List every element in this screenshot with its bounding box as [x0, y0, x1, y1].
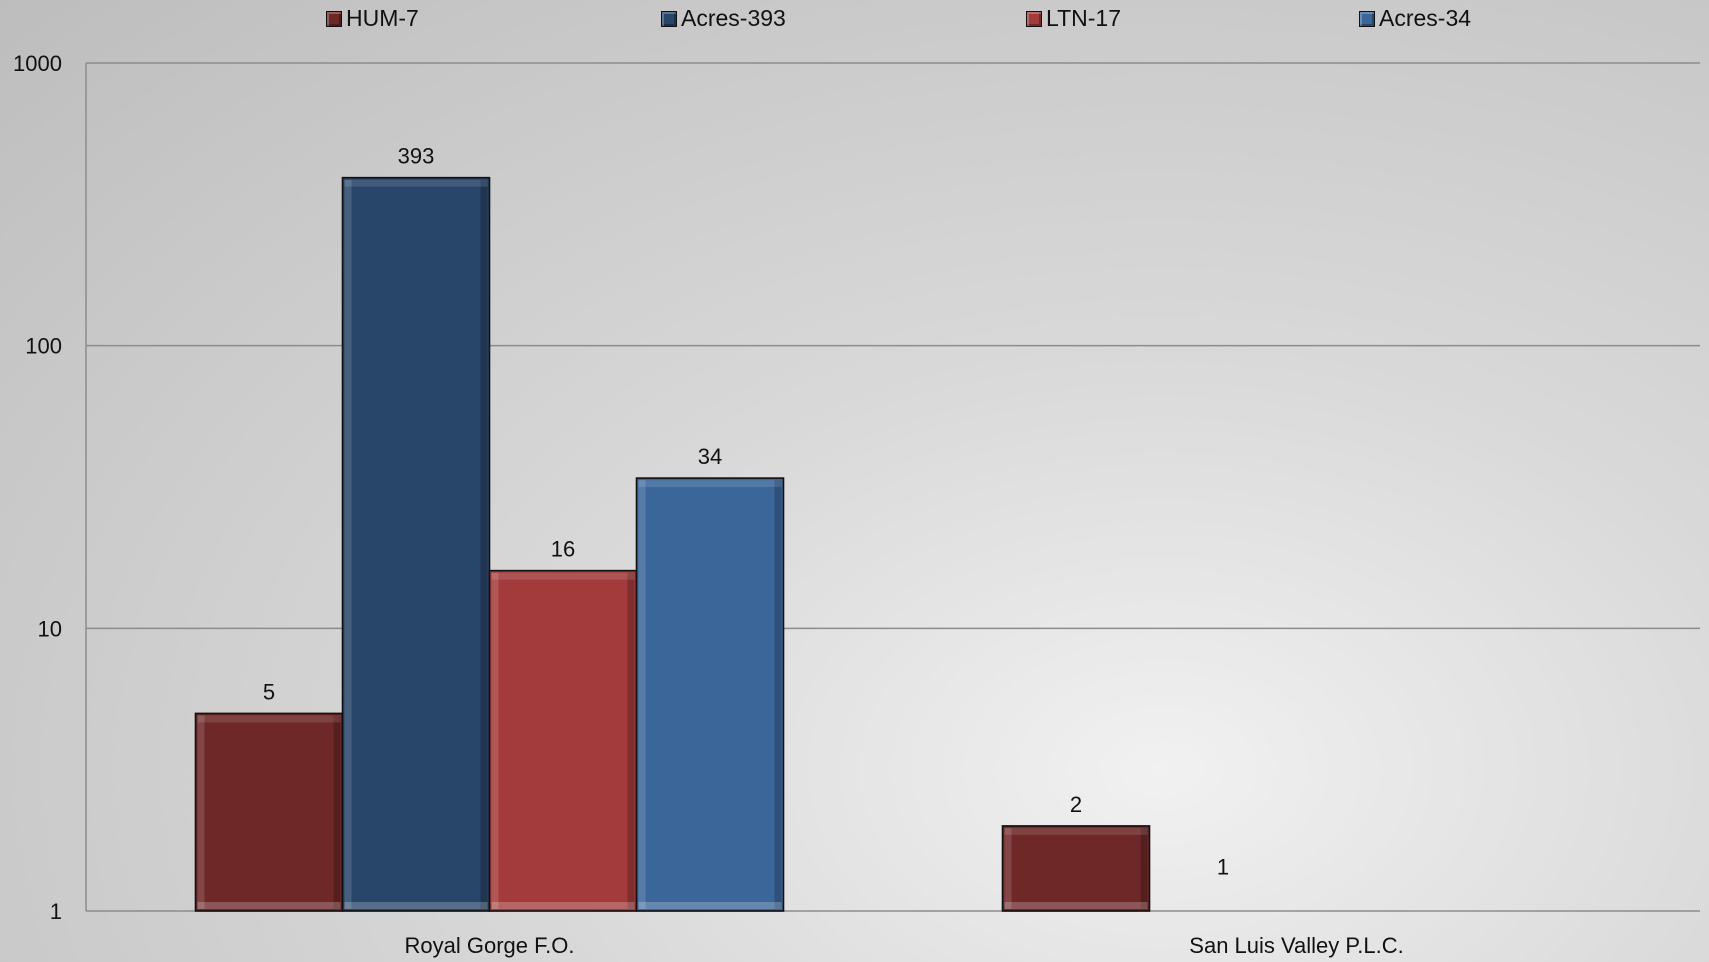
legend-item-acres-393: Acres-393 [661, 5, 786, 32]
x-axis: Royal Gorge F.O. San Luis Valley P.L.C. [405, 933, 1404, 958]
bar-acres-393-royal-gorge-f-o-bevel-bottom [344, 902, 488, 909]
bar-hum-7-royal-gorge-f-o-bevel-top [197, 715, 341, 723]
x-category-label-royal-gorge-f-o: Royal Gorge F.O. [405, 933, 575, 958]
bar-hum-7-royal-gorge-f-o [194, 712, 344, 912]
bar-ltn-17-royal-gorge-f-o-bevel-left [491, 572, 499, 909]
y-tick-label-1000: 1000 [13, 51, 62, 76]
bar-hum-7-san-luis-valley-p-l-c-bevel-right [1140, 827, 1148, 909]
bar-ltn-17-royal-gorge-f-o-bevel-bottom [491, 902, 635, 909]
y-tick-label-10: 10 [38, 616, 62, 641]
legend-label-hum-7: HUM-7 [346, 5, 419, 31]
legend-item-ltn-17: LTN-17 [1026, 5, 1121, 32]
data-label-acres-393-royal-gorge-f-o: 393 [398, 144, 435, 169]
bar-acres-393-royal-gorge-f-o-bevel-left [344, 179, 352, 909]
legend-swatch-ltn-17 [1026, 10, 1042, 27]
legend-swatch-acres-34 [1359, 10, 1375, 27]
bar-hum-7-royal-gorge-f-o-body [194, 712, 344, 912]
y-axis: 1 10 100 1000 [13, 51, 87, 924]
bar-acres-393-royal-gorge-f-o-bevel-right [480, 179, 488, 909]
bar-acres-34-royal-gorge-f-o-bevel-left [638, 480, 646, 909]
y-tick-label-1: 1 [50, 899, 62, 924]
bar-ltn-17-royal-gorge-f-o-bevel-right [627, 572, 635, 909]
bar-hum-7-san-luis-valley-p-l-c-bevel-top [1004, 827, 1148, 835]
bar-hum-7-san-luis-valley-p-l-c-bevel-left [1004, 827, 1012, 909]
x-category-label-san-luis-valley-p-l-c: San Luis Valley P.L.C. [1189, 933, 1403, 958]
bar-hum-7-san-luis-valley-p-l-c-bevel-bottom [1004, 902, 1148, 909]
bar-acres-393-royal-gorge-f-o [341, 176, 491, 912]
legend-item-acres-34: Acres-34 [1359, 5, 1471, 32]
bar-ltn-17-royal-gorge-f-o-body [488, 569, 638, 912]
bar-hum-7-royal-gorge-f-o-bevel-left [197, 715, 205, 909]
bar-hum-7-san-luis-valley-p-l-c-body [1001, 825, 1151, 912]
bar-acres-34-royal-gorge-f-o-body [635, 477, 785, 912]
bar-hum-7-san-luis-valley-p-l-c [1001, 825, 1151, 912]
bar-ltn-17-royal-gorge-f-o [488, 569, 638, 912]
data-label-ltn-17-royal-gorge-f-o: 16 [551, 537, 575, 562]
y-tick-label-100: 100 [25, 334, 62, 359]
bar-acres-34-royal-gorge-f-o [635, 477, 785, 912]
legend-label-ltn-17: LTN-17 [1046, 5, 1121, 31]
legend-swatch-hum-7 [326, 10, 342, 27]
data-labels: 5 393 16 34 2 1 [263, 144, 1229, 880]
bar-acres-34-royal-gorge-f-o-bevel-bottom [638, 902, 782, 909]
bar-hum-7-royal-gorge-f-o-bevel-bottom [197, 902, 341, 909]
data-label-acres-393-san-luis-valley-p-l-c: 1 [1217, 855, 1229, 880]
bar-acres-393-royal-gorge-f-o-body [341, 176, 491, 912]
bars [194, 176, 1151, 912]
bar-acres-393-royal-gorge-f-o-bevel-top [344, 179, 488, 187]
legend-label-acres-34: Acres-34 [1379, 5, 1472, 31]
legend-swatch-acres-393 [661, 10, 677, 27]
legend-item-hum-7: HUM-7 [326, 5, 419, 32]
data-label-hum-7-san-luis-valley-p-l-c: 2 [1070, 792, 1082, 817]
data-label-acres-34-royal-gorge-f-o: 34 [698, 444, 722, 469]
bar-acres-34-royal-gorge-f-o-bevel-right [774, 480, 782, 909]
bar-acres-34-royal-gorge-f-o-bevel-top [638, 480, 782, 488]
legend: HUM-7 Acres-393 LTN-17 Acres-34 [0, 5, 1709, 41]
legend-label-acres-393: Acres-393 [681, 5, 786, 31]
data-label-hum-7-royal-gorge-f-o: 5 [263, 679, 275, 704]
bar-ltn-17-royal-gorge-f-o-bevel-top [491, 572, 635, 580]
bar-hum-7-royal-gorge-f-o-bevel-right [333, 715, 341, 909]
